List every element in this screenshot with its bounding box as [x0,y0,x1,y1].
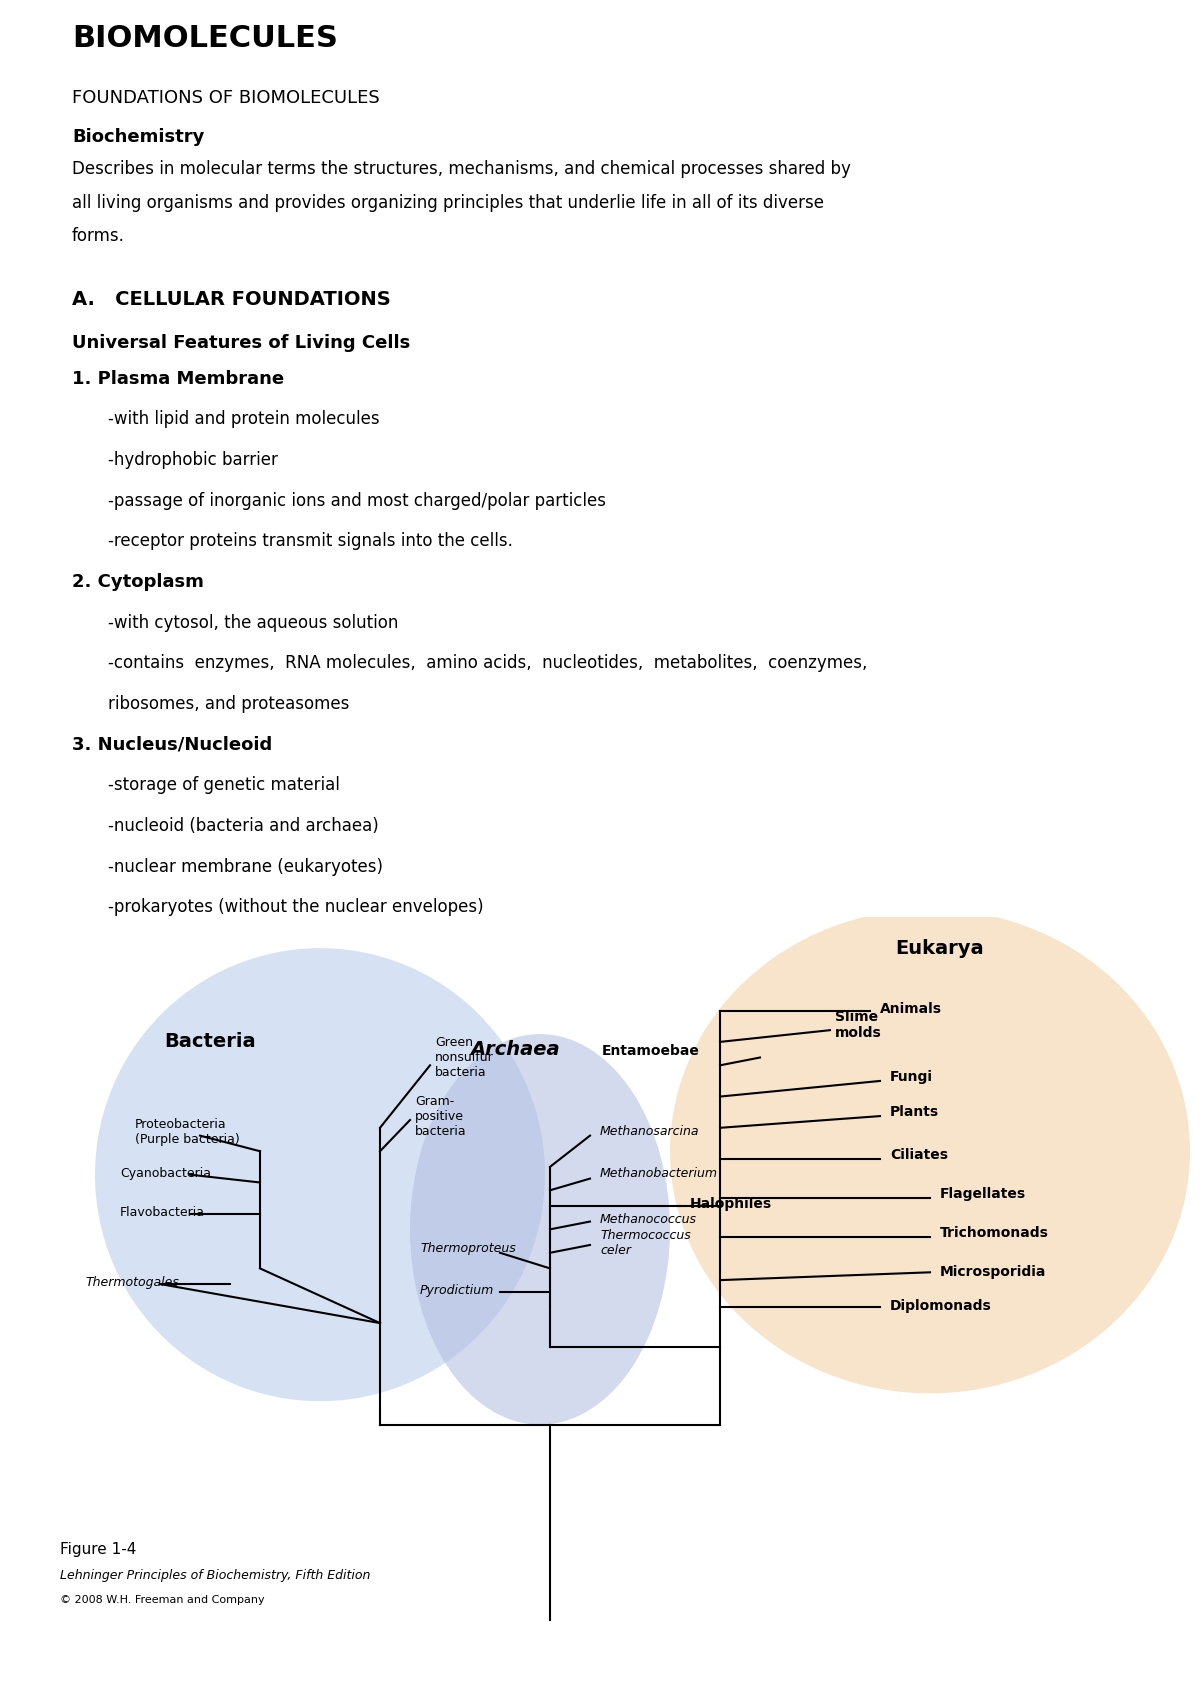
Text: -with cytosol, the aqueous solution: -with cytosol, the aqueous solution [108,613,398,632]
Text: Eukarya: Eukarya [895,939,984,958]
Text: Fungi: Fungi [890,1070,934,1083]
Text: Pyrodictium: Pyrodictium [420,1284,494,1297]
Text: Universal Features of Living Cells: Universal Features of Living Cells [72,335,410,351]
Text: Methanococcus: Methanococcus [600,1214,697,1226]
Text: Thermoproteus: Thermoproteus [420,1243,516,1255]
Text: Proteobacteria
(Purple bacteria): Proteobacteria (Purple bacteria) [134,1117,240,1146]
Text: -storage of genetic material: -storage of genetic material [108,776,340,795]
Text: Lehninger Principles of Biochemistry, Fifth Edition: Lehninger Principles of Biochemistry, Fi… [60,1569,371,1583]
Text: Figure 1-4: Figure 1-4 [60,1542,137,1557]
Text: Microsporidia: Microsporidia [940,1265,1046,1279]
Text: Methanosarcina: Methanosarcina [600,1126,700,1138]
Text: Bacteria: Bacteria [164,1032,256,1051]
Text: -hydrophobic barrier: -hydrophobic barrier [108,452,278,469]
Text: © 2008 W.H. Freeman and Company: © 2008 W.H. Freeman and Company [60,1594,265,1605]
Text: -passage of inorganic ions and most charged/polar particles: -passage of inorganic ions and most char… [108,492,606,509]
Text: Flagellates: Flagellates [940,1187,1026,1200]
Text: Ciliates: Ciliates [890,1148,948,1161]
Text: Entamoebae: Entamoebae [602,1044,700,1058]
Text: -receptor proteins transmit signals into the cells.: -receptor proteins transmit signals into… [108,533,512,550]
Text: forms.: forms. [72,228,125,246]
Text: Cyanobacteria: Cyanobacteria [120,1167,211,1180]
Text: Flavobacteria: Flavobacteria [120,1206,205,1219]
Text: Biochemistry: Biochemistry [72,127,204,146]
Ellipse shape [95,947,545,1401]
Text: Animals: Animals [880,1002,942,1015]
Text: Halophiles: Halophiles [690,1197,772,1211]
Text: -nucleoid (bacteria and archaea): -nucleoid (bacteria and archaea) [108,817,379,835]
Text: -nuclear membrane (eukaryotes): -nuclear membrane (eukaryotes) [108,857,383,876]
Text: Trichomonads: Trichomonads [940,1226,1049,1240]
Text: Methanobacterium: Methanobacterium [600,1167,718,1180]
Text: -prokaryotes (without the nuclear envelopes): -prokaryotes (without the nuclear envelo… [108,898,484,917]
Text: Slime
molds: Slime molds [835,1010,882,1039]
Text: Thermococcus
celer: Thermococcus celer [600,1229,691,1258]
Text: ribosomes, and proteasomes: ribosomes, and proteasomes [108,694,349,713]
Text: -with lipid and protein molecules: -with lipid and protein molecules [108,411,379,428]
Text: Gram-
positive
bacteria: Gram- positive bacteria [415,1095,467,1138]
Text: Archaea: Archaea [470,1041,560,1060]
Text: Thermotogales: Thermotogales [85,1275,179,1289]
Ellipse shape [410,1034,670,1425]
Text: Describes in molecular terms the structures, mechanisms, and chemical processes : Describes in molecular terms the structu… [72,160,851,178]
Text: Diplomonads: Diplomonads [890,1299,991,1313]
Text: -contains  enzymes,  RNA molecules,  amino acids,  nucleotides,  metabolites,  c: -contains enzymes, RNA molecules, amino … [108,654,868,672]
Text: all living organisms and provides organizing principles that underlie life in al: all living organisms and provides organi… [72,194,824,212]
Ellipse shape [670,908,1190,1394]
Text: A.   CELLULAR FOUNDATIONS: A. CELLULAR FOUNDATIONS [72,290,391,309]
Text: BIOMOLECULES: BIOMOLECULES [72,24,338,53]
Text: FOUNDATIONS OF BIOMOLECULES: FOUNDATIONS OF BIOMOLECULES [72,88,379,107]
Text: Plants: Plants [890,1105,940,1119]
Text: 2. Cytoplasm: 2. Cytoplasm [72,572,204,591]
Text: 3. Nucleus/Nucleoid: 3. Nucleus/Nucleoid [72,735,272,754]
Text: 1. Plasma Membrane: 1. Plasma Membrane [72,370,284,387]
Text: Green
nonsulfur
bacteria: Green nonsulfur bacteria [434,1036,493,1078]
